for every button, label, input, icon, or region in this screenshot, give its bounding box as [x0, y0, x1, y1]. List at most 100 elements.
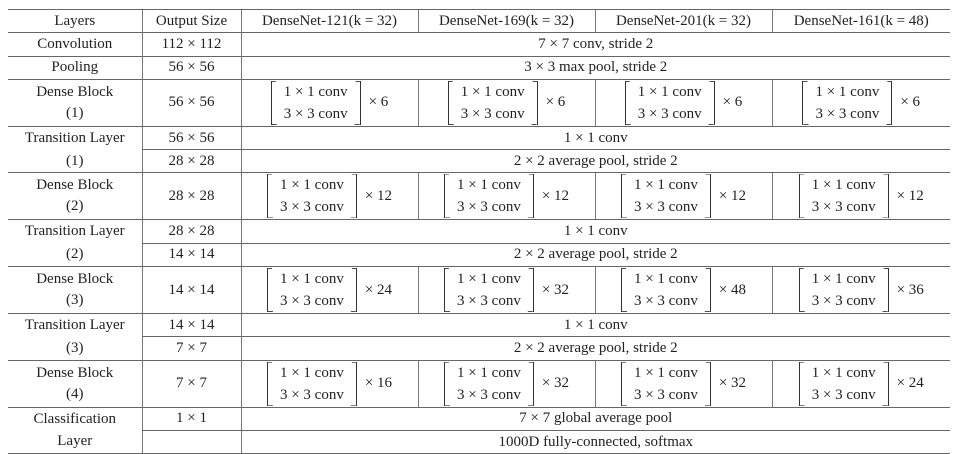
- table-row: Convolution 112 × 112 7 × 7 conv, stride 2: [8, 32, 950, 57]
- conv-layer: 3 × 3 conv: [633, 199, 698, 216]
- layer-name-line: Dense Block: [36, 364, 114, 381]
- output-size: [141, 429, 241, 454]
- layer-config: 2 × 2 average pool, stride 2: [240, 242, 950, 268]
- conv-layer: 3 × 3 conv: [456, 199, 521, 216]
- bracket: 1 × 1 conv 3 × 3 conv: [802, 80, 893, 125]
- layer-config: 1000D fully-connected, softmax: [240, 429, 950, 454]
- conv-layer: 3 × 3 conv: [811, 199, 876, 216]
- conv-layer: 3 × 3 conv: [460, 105, 525, 122]
- repeat-count: × 24: [896, 375, 924, 392]
- layer-name: Convolution: [8, 32, 142, 57]
- bracket: 1 × 1 conv 3 × 3 conv: [266, 174, 357, 219]
- table-row: Dense Block (3) 14 × 14 1 × 1 conv 3 × 3 con…: [8, 266, 950, 315]
- output-size: 7 × 7: [141, 336, 241, 361]
- dense-block-config: 1 × 1 conv 3 × 3 conv × 12: [594, 172, 772, 221]
- column-header: DenseNet-161(k = 48): [771, 8, 950, 34]
- table-row: Pooling 56 × 56 3 × 3 max pool, stride 2: [8, 55, 950, 80]
- block-bracket-group: 1 × 1 conv 3 × 3 conv × 12: [266, 173, 393, 219]
- conv-layer: 3 × 3 conv: [456, 293, 521, 310]
- bracket: 1 × 1 conv 3 × 3 conv: [443, 361, 534, 406]
- dense-block-config: 1 × 1 conv 3 × 3 conv × 24: [240, 266, 418, 315]
- layer-config: 1 × 1 conv: [240, 125, 950, 151]
- dense-block-config: 1 × 1 conv 3 × 3 conv × 48: [594, 266, 772, 315]
- repeat-count: × 6: [722, 94, 743, 111]
- repeat-count: × 36: [896, 281, 924, 298]
- block-bracket-group: 1 × 1 conv 3 × 3 conv × 12: [620, 173, 746, 219]
- dense-block-config: 1 × 1 conv 3 × 3 conv × 6: [240, 78, 418, 127]
- repeat-count: × 12: [896, 187, 924, 204]
- conv-layer: 1 × 1 conv: [811, 177, 876, 194]
- dense-block-config: 1 × 1 conv 3 × 3 conv × 32: [417, 359, 595, 408]
- repeat-count: × 32: [718, 375, 747, 392]
- layer-name: Pooling: [8, 55, 142, 80]
- bracket: 1 × 1 conv 3 × 3 conv: [624, 80, 715, 125]
- dense-block-config: 1 × 1 conv 3 × 3 conv × 12: [417, 172, 595, 221]
- repeat-count: × 12: [364, 187, 393, 204]
- block-bracket-group: 1 × 1 conv 3 × 3 conv × 6: [802, 80, 920, 126]
- table-row: Transition Layer 14 × 14 1 × 1 conv: [8, 313, 950, 338]
- column-header: DenseNet-201(k = 32): [594, 8, 772, 34]
- conv-layer: 3 × 3 conv: [633, 293, 698, 310]
- layer-name: (1): [8, 149, 142, 174]
- conv-layer: 1 × 1 conv: [460, 83, 525, 100]
- layer-name: Transition Layer: [8, 125, 142, 150]
- block-bracket-group: 1 × 1 conv 3 × 3 conv × 6: [270, 80, 389, 126]
- output-size: 14 × 14: [141, 242, 241, 268]
- header-row: Layers Output Size DenseNet-121(k = 32) Den…: [8, 8, 950, 34]
- conv-layer: 3 × 3 conv: [456, 386, 521, 403]
- output-size: 14 × 14: [141, 313, 241, 338]
- layer-name: Layer: [8, 430, 142, 454]
- bracket: 1 × 1 conv 3 × 3 conv: [798, 268, 889, 313]
- conv-layer: 1 × 1 conv: [456, 177, 521, 194]
- column-header: Layers: [8, 8, 142, 34]
- conv-layer: 3 × 3 conv: [637, 105, 702, 122]
- layer-name: Dense Block (4): [8, 359, 142, 408]
- conv-layer: 1 × 1 conv: [633, 364, 698, 381]
- layer-config: 1 × 1 conv: [240, 313, 950, 338]
- bracket: 1 × 1 conv 3 × 3 conv: [443, 268, 534, 313]
- block-bracket-group: 1 × 1 conv 3 × 3 conv × 32: [443, 267, 569, 313]
- layer-config: 3 × 3 max pool, stride 2: [240, 55, 950, 80]
- output-size: 28 × 28: [141, 149, 241, 174]
- bracket: 1 × 1 conv 3 × 3 conv: [266, 268, 357, 313]
- table-row: Transition Layer 56 × 56 1 × 1 conv: [8, 125, 950, 151]
- layer-name: Dense Block (3): [8, 266, 142, 315]
- conv-layer: 1 × 1 conv: [279, 271, 344, 288]
- output-size: 1 × 1: [141, 406, 241, 431]
- layer-name-line: Dense Block: [36, 271, 114, 288]
- block-bracket-group: 1 × 1 conv 3 × 3 conv × 6: [624, 80, 743, 126]
- bracket: 1 × 1 conv 3 × 3 conv: [266, 361, 357, 406]
- bracket: 1 × 1 conv 3 × 3 conv: [798, 361, 889, 406]
- bracket: 1 × 1 conv 3 × 3 conv: [798, 174, 889, 219]
- repeat-count: × 6: [368, 94, 389, 111]
- layer-name: Classification: [8, 406, 142, 431]
- dense-block-config: 1 × 1 conv 3 × 3 conv × 6: [417, 78, 595, 127]
- layer-config: 7 × 7 global average pool: [240, 406, 950, 431]
- repeat-count: × 24: [364, 281, 393, 298]
- table-row: Dense Block (4) 7 × 7 1 × 1 conv 3 × 3 conv ×…: [8, 359, 950, 408]
- conv-layer: 1 × 1 conv: [815, 83, 880, 100]
- conv-layer: 3 × 3 conv: [811, 293, 876, 310]
- output-size: 56 × 56: [141, 55, 241, 80]
- layer-name: Transition Layer: [8, 313, 142, 337]
- bracket: 1 × 1 conv 3 × 3 conv: [447, 80, 538, 125]
- layer-name: Dense Block (1): [8, 78, 142, 127]
- dense-block-config: 1 × 1 conv 3 × 3 conv × 6: [771, 78, 950, 127]
- bracket: 1 × 1 conv 3 × 3 conv: [270, 80, 361, 125]
- output-size: 112 × 112: [141, 32, 241, 57]
- layer-name-line: (3): [66, 292, 84, 309]
- table-row: Dense Block (1) 56 × 56 1 × 1 conv 3 × 3 con…: [8, 78, 950, 127]
- repeat-count: × 6: [545, 94, 566, 111]
- table-row: (2) 14 × 14 2 × 2 average pool, stride 2: [8, 242, 950, 268]
- conv-layer: 3 × 3 conv: [279, 386, 344, 403]
- layer-config: 2 × 2 average pool, stride 2: [240, 149, 950, 174]
- layer-name: Transition Layer: [8, 219, 142, 244]
- conv-layer: 3 × 3 conv: [279, 293, 344, 310]
- layer-name-line: Dense Block: [36, 83, 114, 100]
- layer-name-line: (2): [66, 198, 84, 215]
- block-bracket-group: 1 × 1 conv 3 × 3 conv × 12: [798, 173, 924, 219]
- column-header: DenseNet-169(k = 32): [417, 8, 595, 34]
- layer-name-line: (4): [66, 385, 84, 402]
- table-row: Dense Block (2) 28 × 28 1 × 1 conv 3 × 3 con…: [8, 172, 950, 221]
